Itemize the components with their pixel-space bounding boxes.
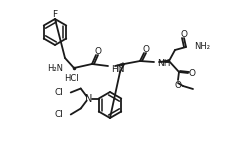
Text: H₂N: H₂N xyxy=(47,63,63,72)
Text: HN: HN xyxy=(111,64,124,73)
Text: O: O xyxy=(180,30,187,39)
Text: O: O xyxy=(143,44,150,53)
Text: O: O xyxy=(189,68,195,77)
Text: O: O xyxy=(175,80,182,90)
Text: F: F xyxy=(52,10,58,19)
Text: Cl: Cl xyxy=(55,88,64,97)
Text: NH: NH xyxy=(157,58,171,67)
Text: NH₂: NH₂ xyxy=(194,42,210,50)
Text: O: O xyxy=(95,46,102,55)
Text: HCl: HCl xyxy=(64,73,78,82)
Text: Cl: Cl xyxy=(55,110,64,119)
Text: N: N xyxy=(85,94,92,104)
Polygon shape xyxy=(159,59,169,62)
